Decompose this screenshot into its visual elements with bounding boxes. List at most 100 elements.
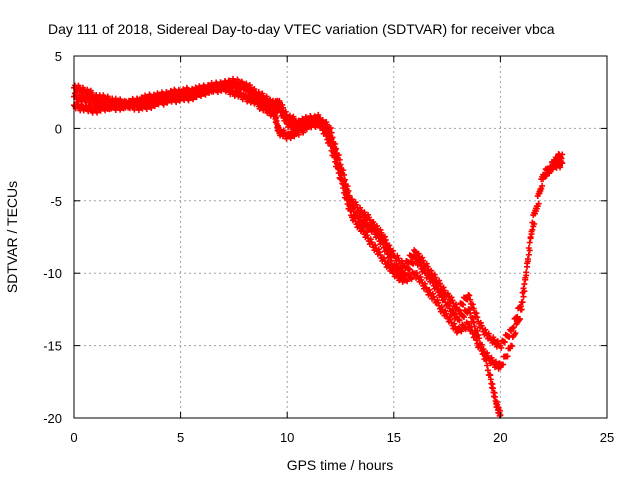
data-point <box>150 101 157 108</box>
x-tick-label: 5 <box>177 430 184 445</box>
data-point <box>518 306 525 313</box>
data-point <box>200 90 207 97</box>
data-point <box>443 310 450 317</box>
data-point <box>216 85 223 92</box>
data-point <box>388 257 395 264</box>
data-point <box>213 87 220 94</box>
data-point <box>510 324 517 331</box>
data-point <box>524 258 531 265</box>
data-point <box>469 301 476 308</box>
data-point <box>482 353 489 360</box>
data-point <box>512 330 519 337</box>
data-point <box>408 276 415 283</box>
data-point <box>529 219 536 226</box>
data-point <box>429 290 436 297</box>
data-point <box>449 306 456 313</box>
data-point <box>251 85 258 92</box>
data-point <box>146 103 153 110</box>
data-point <box>333 152 340 159</box>
data-point <box>525 245 532 252</box>
data-point <box>501 339 508 346</box>
data-point <box>332 147 339 154</box>
data-point <box>158 99 165 106</box>
data-point <box>225 83 232 90</box>
x-tick-label: 10 <box>280 430 294 445</box>
data-point <box>418 276 425 283</box>
data-point <box>373 222 380 229</box>
data-point <box>432 280 439 287</box>
data-point <box>428 276 435 283</box>
chart-title: Day 111 of 2018, Sidereal Day-to-day VTE… <box>48 21 555 37</box>
series-1 <box>71 81 566 372</box>
data-point <box>528 228 535 235</box>
data-point <box>533 203 540 210</box>
data-point <box>386 242 393 249</box>
data-point <box>479 346 486 353</box>
data-point <box>357 213 364 220</box>
data-point <box>301 120 308 127</box>
data-point <box>457 327 464 334</box>
data-point <box>541 172 548 179</box>
data-point <box>444 299 451 306</box>
data-point <box>523 269 530 276</box>
data-point <box>445 302 452 309</box>
data-point <box>333 156 340 163</box>
data-point <box>386 250 393 257</box>
data-point <box>336 163 343 170</box>
data-point <box>458 328 465 335</box>
data-point <box>154 100 161 107</box>
data-point <box>367 236 374 243</box>
data-point <box>129 104 136 111</box>
y-tick-label: 0 <box>55 121 62 136</box>
data-point <box>423 260 430 267</box>
data-point <box>240 90 247 97</box>
data-point <box>384 259 391 266</box>
data-point <box>498 344 505 351</box>
data-point <box>424 270 431 277</box>
data-point <box>94 109 101 116</box>
data-point <box>381 233 388 240</box>
data-point <box>485 330 492 337</box>
data-point <box>431 271 438 278</box>
x-tick-label: 15 <box>387 430 401 445</box>
data-point <box>382 244 389 251</box>
data-point <box>375 246 382 253</box>
data-point <box>521 288 528 295</box>
data-point <box>440 284 447 291</box>
data-point <box>484 362 491 369</box>
data-point <box>537 186 544 193</box>
data-point <box>428 273 435 280</box>
data-point <box>436 277 443 284</box>
data-point <box>467 296 474 303</box>
data-point <box>546 170 553 177</box>
data-point <box>456 317 463 324</box>
data-point <box>434 296 441 303</box>
data-point <box>557 164 564 171</box>
data-point <box>442 307 449 314</box>
data-point <box>376 249 383 256</box>
data-point <box>469 314 476 321</box>
data-point <box>364 232 371 239</box>
data-point <box>320 120 327 127</box>
data-point <box>516 315 523 322</box>
data-point <box>430 293 437 300</box>
data-point <box>559 151 566 158</box>
data-point <box>483 357 490 364</box>
data-point <box>338 171 345 178</box>
data-point <box>436 287 443 294</box>
y-tick-label: -5 <box>50 194 62 209</box>
data-point <box>377 252 384 259</box>
data-point <box>344 189 351 196</box>
data-point <box>346 199 353 206</box>
data-point <box>353 209 360 216</box>
points-layer <box>71 75 566 419</box>
data-point <box>291 133 298 140</box>
data-point <box>452 301 459 308</box>
data-point <box>527 234 534 240</box>
data-point <box>410 260 417 267</box>
data-point <box>315 111 322 118</box>
data-point <box>521 281 528 288</box>
x-axis-label: GPS time / hours <box>287 457 394 473</box>
data-point <box>477 319 484 326</box>
